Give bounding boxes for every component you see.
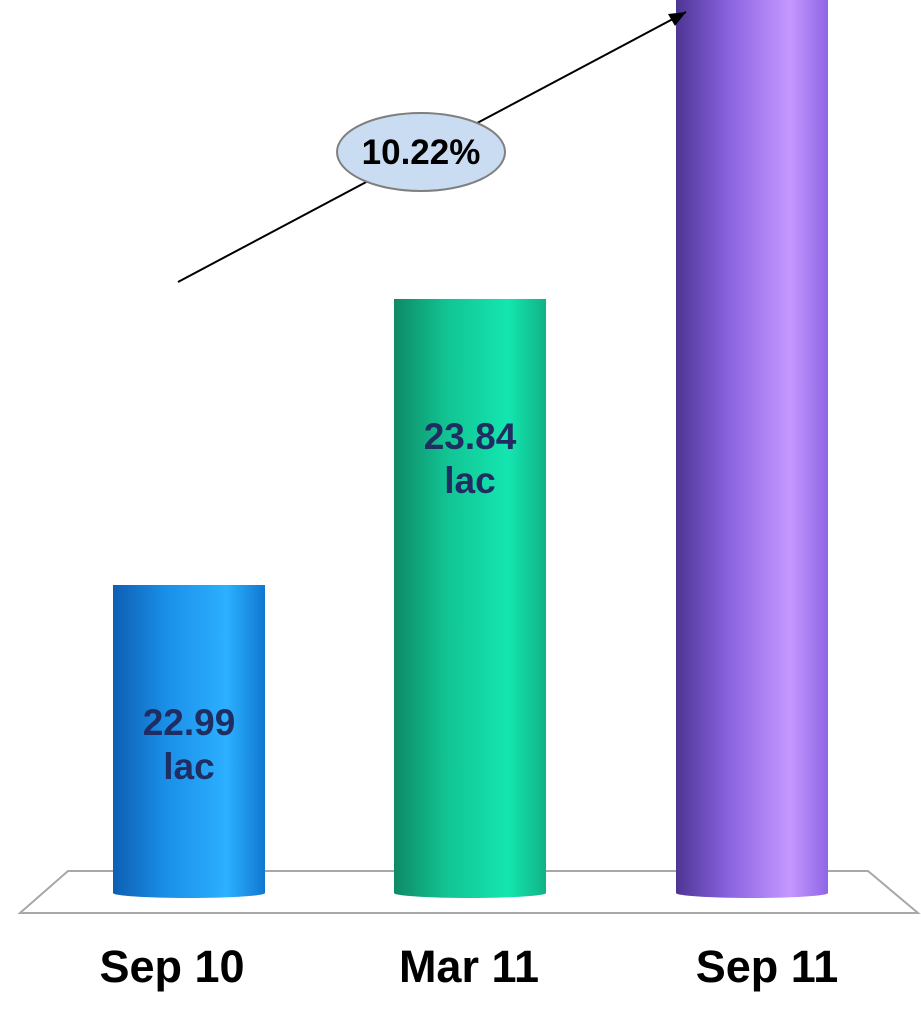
growth-badge xyxy=(336,112,506,192)
bar xyxy=(113,585,265,898)
bar-unit-label: lac xyxy=(444,460,495,501)
growth-label: 10.22% xyxy=(362,133,481,172)
bar-body xyxy=(676,0,828,894)
bar-value-label: 22.99 xyxy=(143,702,236,743)
category-label: Mar 11 xyxy=(399,941,539,992)
bar xyxy=(394,298,546,898)
category-label: Sep 11 xyxy=(696,941,839,992)
trend-arrow-head-icon xyxy=(668,12,686,26)
bar xyxy=(676,0,828,898)
bar-body xyxy=(113,585,265,893)
bar-body xyxy=(394,298,546,894)
bars-layer xyxy=(113,0,828,898)
bar-value-label: 23.84 xyxy=(424,416,517,457)
category-label: Sep 10 xyxy=(99,941,244,992)
bar-base xyxy=(676,888,828,898)
bar-unit-label: lac xyxy=(163,746,214,787)
bar-base xyxy=(113,888,265,898)
bar-base xyxy=(394,888,546,898)
growth-annotation: 10.22% xyxy=(177,11,687,283)
